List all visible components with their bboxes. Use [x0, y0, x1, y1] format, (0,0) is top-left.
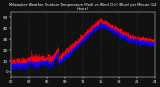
- Title: Milwaukee Weather Outdoor Temperature (Red) vs Wind Chill (Blue) per Minute (24 : Milwaukee Weather Outdoor Temperature (R…: [9, 3, 157, 11]
